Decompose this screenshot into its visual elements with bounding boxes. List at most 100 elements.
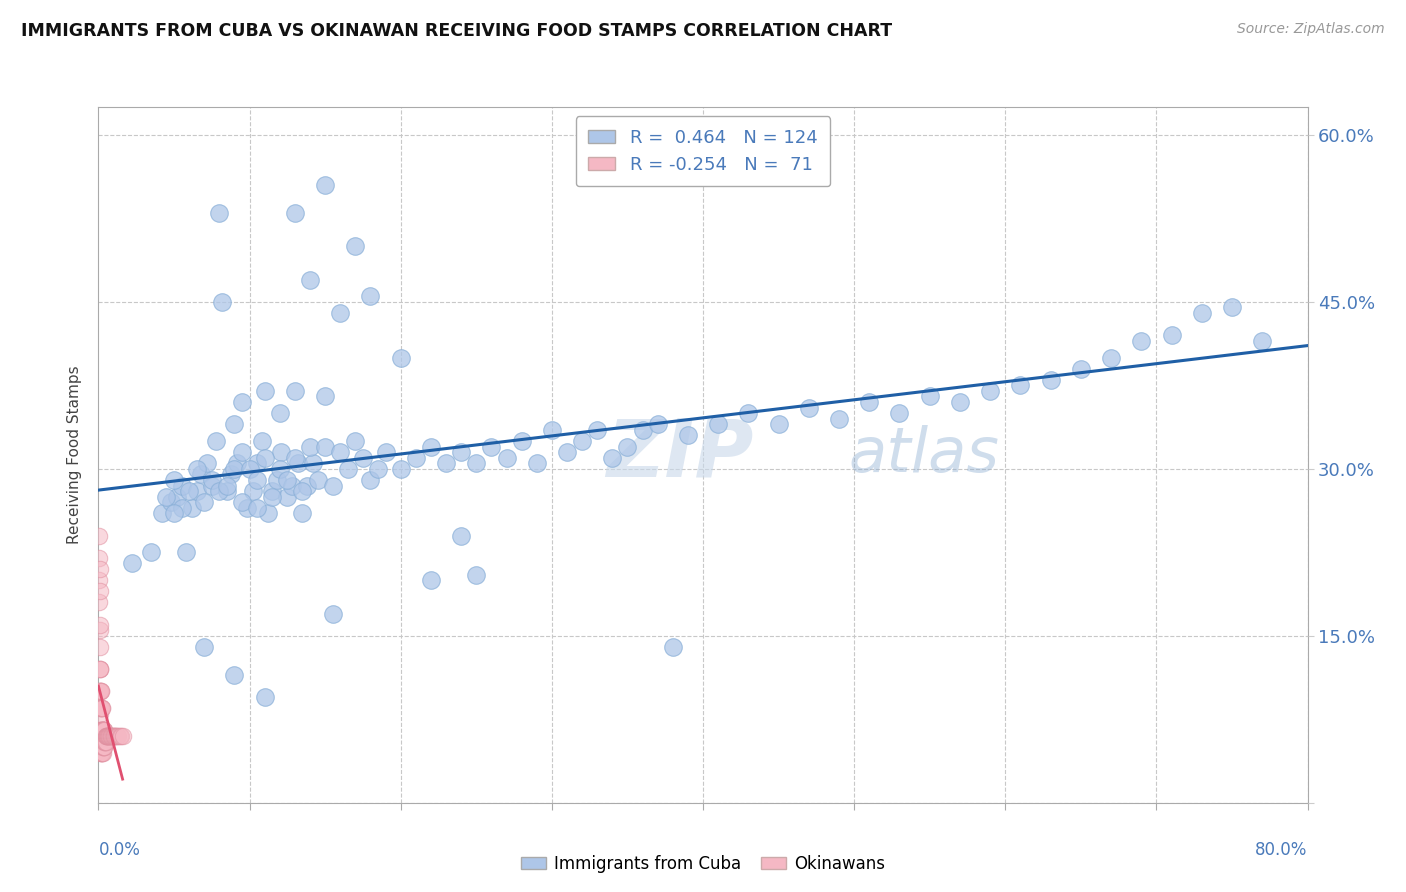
- Point: [266, 473, 288, 487]
- Point: [91, 701, 114, 715]
- Point: [90, 723, 112, 738]
- Point: [141, 545, 163, 559]
- Point: [186, 484, 208, 499]
- Point: [246, 456, 269, 470]
- Point: [94, 734, 117, 748]
- Point: [495, 450, 517, 465]
- Point: [160, 495, 183, 509]
- Point: [231, 445, 253, 459]
- Point: [510, 434, 533, 448]
- Point: [89, 684, 111, 698]
- Point: [89, 723, 111, 738]
- Point: [224, 667, 246, 681]
- Point: [163, 507, 186, 521]
- Text: IMMIGRANTS FROM CUBA VS OKINAWAN RECEIVING FOOD STAMPS CORRELATION CHART: IMMIGRANTS FROM CUBA VS OKINAWAN RECEIVI…: [21, 22, 893, 40]
- Point: [190, 467, 212, 482]
- Point: [211, 294, 233, 309]
- Point: [89, 701, 111, 715]
- Point: [93, 734, 115, 748]
- Point: [250, 434, 273, 448]
- Point: [90, 723, 112, 738]
- Point: [299, 272, 322, 286]
- Point: [90, 723, 112, 738]
- Point: [96, 729, 118, 743]
- Point: [100, 729, 122, 743]
- Point: [465, 456, 488, 470]
- Point: [1251, 334, 1274, 348]
- Point: [284, 206, 307, 220]
- Point: [1070, 361, 1092, 376]
- Point: [586, 423, 609, 437]
- Point: [91, 740, 114, 755]
- Text: Source: ZipAtlas.com: Source: ZipAtlas.com: [1237, 22, 1385, 37]
- Point: [150, 507, 173, 521]
- Point: [89, 562, 111, 576]
- Point: [389, 351, 412, 365]
- Point: [90, 684, 112, 698]
- Point: [89, 640, 111, 654]
- Point: [96, 729, 118, 743]
- Point: [224, 417, 246, 432]
- Point: [89, 684, 111, 698]
- Point: [93, 740, 115, 755]
- Point: [389, 462, 412, 476]
- Point: [314, 389, 336, 403]
- Point: [253, 450, 276, 465]
- Point: [91, 723, 114, 738]
- Point: [195, 456, 218, 470]
- Point: [526, 456, 548, 470]
- Point: [179, 484, 201, 499]
- Point: [1039, 373, 1062, 387]
- Point: [107, 729, 129, 743]
- Point: [481, 440, 503, 454]
- Point: [918, 389, 941, 403]
- Point: [420, 440, 443, 454]
- Point: [367, 462, 389, 476]
- Legend: Immigrants from Cuba, Okinawans: Immigrants from Cuba, Okinawans: [515, 848, 891, 880]
- Point: [269, 462, 291, 476]
- Point: [94, 734, 117, 748]
- Point: [104, 729, 127, 743]
- Point: [91, 740, 114, 755]
- Point: [828, 411, 851, 425]
- Point: [89, 584, 111, 599]
- Point: [231, 395, 253, 409]
- Point: [602, 450, 624, 465]
- Point: [91, 746, 114, 760]
- Point: [97, 729, 120, 743]
- Y-axis label: Receiving Food Stamps: Receiving Food Stamps: [67, 366, 83, 544]
- Point: [90, 701, 112, 715]
- Point: [246, 500, 269, 515]
- Point: [163, 473, 186, 487]
- Point: [262, 484, 284, 499]
- Point: [155, 490, 177, 504]
- Point: [193, 640, 215, 654]
- Point: [276, 490, 298, 504]
- Point: [201, 473, 224, 487]
- Point: [96, 729, 118, 743]
- Point: [170, 478, 193, 492]
- Point: [97, 729, 120, 743]
- Point: [226, 456, 249, 470]
- Point: [186, 462, 208, 476]
- Point: [253, 384, 276, 398]
- Point: [253, 690, 276, 704]
- Point: [94, 734, 117, 748]
- Point: [322, 478, 344, 492]
- Point: [205, 434, 228, 448]
- Point: [344, 239, 367, 253]
- Text: 0.0%: 0.0%: [98, 841, 141, 859]
- Text: ZIP: ZIP: [606, 416, 754, 494]
- Point: [979, 384, 1001, 398]
- Point: [93, 723, 115, 738]
- Point: [235, 500, 257, 515]
- Point: [110, 729, 132, 743]
- Point: [90, 701, 112, 715]
- Point: [571, 434, 593, 448]
- Point: [90, 723, 112, 738]
- Point: [94, 729, 117, 743]
- Point: [281, 478, 304, 492]
- Point: [329, 306, 352, 320]
- Point: [239, 462, 262, 476]
- Point: [314, 178, 336, 192]
